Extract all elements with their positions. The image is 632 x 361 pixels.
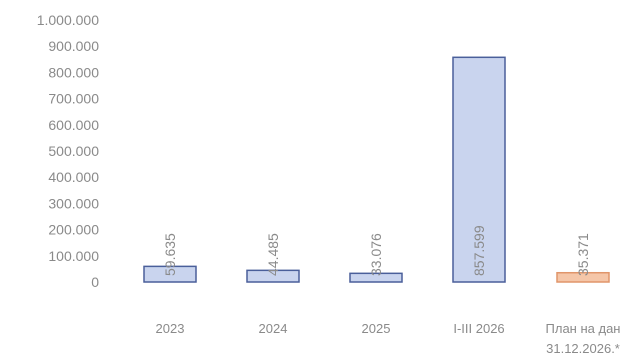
data-label: 857.599 — [471, 225, 487, 276]
y-tick-label: 900.000 — [48, 38, 99, 54]
y-tick-label: 0 — [91, 274, 99, 290]
data-labels: 59.635 44.485 33.076 857.599 35.371 — [162, 225, 591, 276]
bar — [452, 56, 506, 283]
y-tick-label: 100.000 — [48, 248, 99, 264]
data-label: 35.371 — [575, 233, 591, 276]
bar — [246, 269, 300, 283]
data-label: 44.485 — [265, 233, 281, 276]
x-tick-label: 2023 — [156, 321, 185, 336]
y-tick-label: 500.000 — [48, 143, 99, 159]
x-tick-label: 2025 — [362, 321, 391, 336]
x-tick-label: I-III 2026 — [453, 321, 504, 336]
data-label: 33.076 — [368, 233, 384, 276]
data-label: 59.635 — [162, 233, 178, 276]
bar — [556, 271, 610, 283]
y-axis: 0 100.000 200.000 300.000 400.000 500.000 600.… — [37, 12, 100, 290]
y-tick-label: 400.000 — [48, 169, 99, 185]
bar — [349, 272, 403, 283]
bar — [143, 265, 197, 283]
x-tick-label: 2024 — [259, 321, 288, 336]
y-tick-label: 200.000 — [48, 222, 99, 238]
y-tick-label: 1.000.000 — [37, 12, 99, 28]
bars — [143, 56, 610, 283]
x-tick-label: План на дан 31.12.2026.* — [546, 321, 621, 356]
y-tick-label: 700.000 — [48, 91, 99, 107]
y-tick-label: 800.000 — [48, 64, 99, 80]
x-axis: 2023 2024 2025 I-III 2026 План на дан 31.12.2… — [156, 321, 621, 356]
y-tick-label: 600.000 — [48, 117, 99, 133]
y-tick-label: 300.000 — [48, 195, 99, 211]
